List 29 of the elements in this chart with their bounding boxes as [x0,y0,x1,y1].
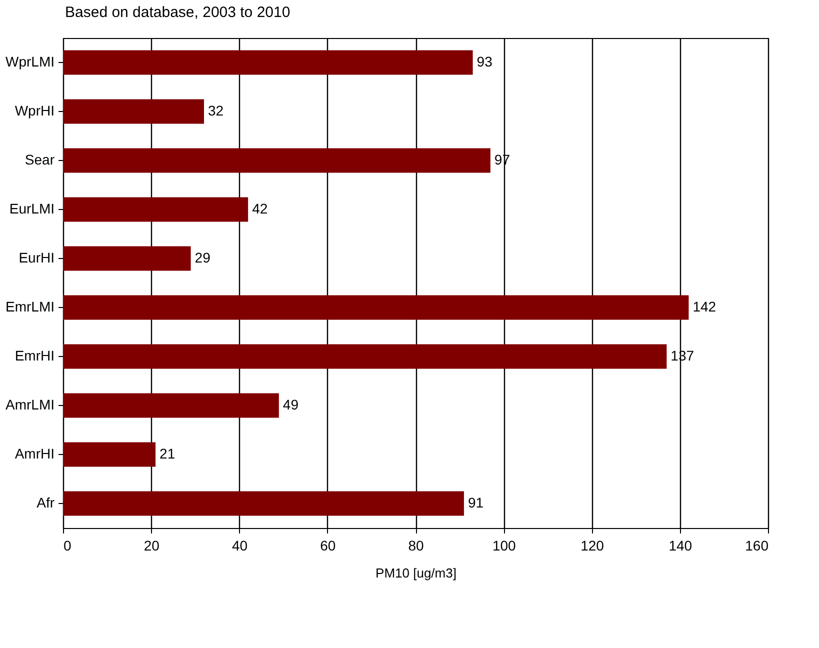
x-tick-label: 120 [580,538,604,554]
y-tick-label: Sear [24,152,55,168]
y-tick-label: EmrLMI [6,298,54,314]
y-tick-label: WprHI [14,102,54,118]
data-label: 49 [282,396,299,412]
x-tick-label: 0 [64,538,72,554]
x-tick-label: 140 [668,538,692,554]
x-axis-title: PM10 [ug/m3] [376,566,456,580]
x-tick-label: 160 [745,538,769,554]
y-tick-label: EurLMI [9,200,54,216]
data-label: 29 [194,250,211,266]
y-tick-label: Afr [36,494,55,510]
y-tick-label: WprLMI [6,54,54,70]
data-label: 21 [160,446,176,462]
y-tick-label: EurHI [18,250,54,266]
data-label: 42 [252,200,268,216]
x-tick-label: 100 [492,538,516,554]
x-tick-label: 40 [232,538,248,554]
y-tick-label: EmrHI [14,348,54,364]
x-tick-label: 20 [144,538,160,554]
chart-subtitle: Based on database, 2003 to 2010 [65,4,290,21]
y-tick-label: AmrLMI [6,396,54,412]
y-tick-label: AmrHI [14,446,54,462]
x-tick-label: 80 [408,538,424,554]
data-label: 142 [692,298,716,314]
data-label: 32 [208,102,224,118]
x-tick-label: 60 [320,538,336,554]
data-label: 93 [476,54,493,70]
data-label: 91 [468,494,484,510]
